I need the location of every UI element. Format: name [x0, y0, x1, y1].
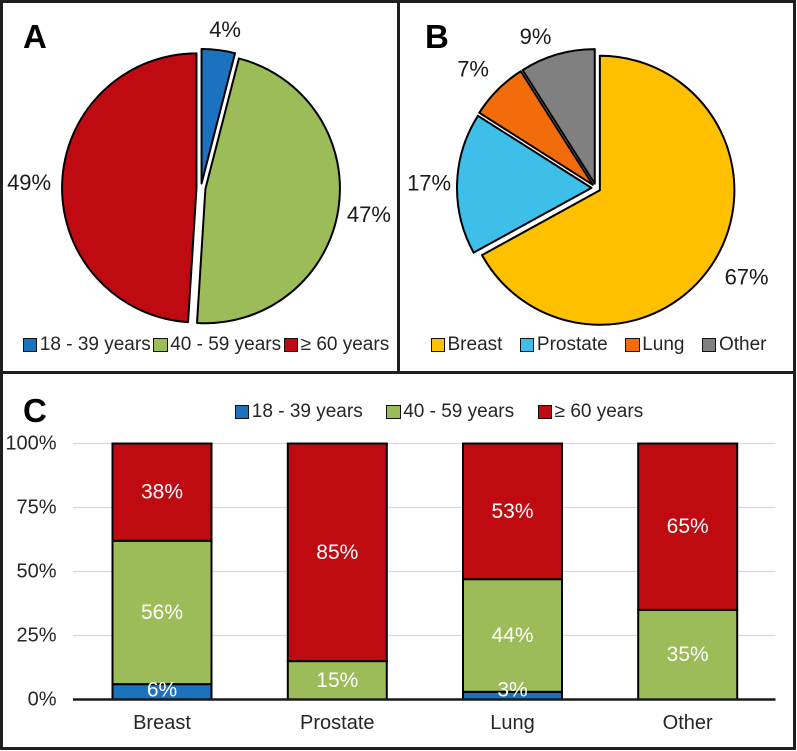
panel-c-letter: C [23, 392, 47, 429]
legend-label: ≥ 60 years [554, 401, 644, 422]
gridline-75 [73, 506, 776, 509]
legend-item-other: Other [701, 334, 767, 356]
pie-slice--60-years [61, 52, 198, 324]
legend-item-prostate: Prostate [519, 334, 608, 356]
legend-swatch [625, 337, 640, 353]
category-label-other: Other [663, 712, 713, 734]
pie-slice-breast [481, 54, 736, 326]
y-axis-tick-label: 50% [16, 561, 56, 583]
panel-divider-vertical [397, 3, 400, 372]
pie-value-label: 47% [347, 202, 391, 227]
gridline-50 [73, 570, 776, 573]
panel-a-age-pie: 4% 47% 49% A 18 - 39 years 40 - 59 years ≥ 6… [3, 3, 397, 371]
bar-segment [462, 442, 563, 581]
pie-value-label: 7% [457, 57, 489, 82]
pie-slice-other [521, 48, 596, 185]
category-label-prostate: Prostate [300, 712, 374, 734]
gridline-25 [73, 634, 776, 637]
legend-label: 18 - 39 years [39, 334, 151, 355]
legend-swatch [153, 337, 168, 353]
legend-item-18-39-years: 18 - 39 years [22, 334, 151, 356]
legend-item-lung: Lung [625, 334, 684, 356]
legend-swatch [430, 337, 445, 353]
legend-label: Breast [447, 334, 503, 355]
age-by-cancer-stacked-bar-chart: 6% 56% 38% Breast 15% 85% Prostate 3% 44% 53% Lung… [5, 433, 776, 734]
x-axis-line [73, 698, 776, 701]
pie-value-label: 9% [520, 24, 552, 49]
legend-item-40-59-years: 40 - 59 years [153, 334, 281, 356]
bar-value-label: 53% [491, 500, 533, 523]
bar-segment [111, 442, 213, 542]
cancer-type-pie-chart: 67% 17% 7% 9% [407, 24, 769, 326]
bar-value-label: 85% [316, 541, 358, 564]
legend-item-breast: Breast [430, 334, 503, 356]
pie-slice-lung [478, 70, 594, 186]
panel-divider-horizontal [3, 371, 794, 374]
legend-swatch [519, 337, 535, 353]
legend-label: 18 - 39 years [251, 401, 363, 422]
legend-label: Other [718, 334, 767, 355]
bar-value-label: 15% [316, 669, 358, 692]
age-distribution-pie-chart: 4% 47% 49% [7, 17, 391, 325]
legend-label: 40 - 59 years [170, 334, 282, 355]
legend-swatch [701, 337, 717, 353]
bar-value-label: 35% [667, 643, 709, 666]
bar-segment [286, 442, 388, 663]
legend-label: Lung [642, 334, 685, 355]
cancer-pie-legend: Breast Prostate Lung Other [402, 334, 795, 356]
legend-swatch [386, 404, 401, 420]
gridline-100 [73, 442, 776, 445]
bar-value-label: 3% [497, 679, 527, 702]
bar-chart-legend: 18 - 39 years 40 - 59 years ≥ 60 years [88, 401, 790, 423]
pie-slice-prostate [456, 114, 593, 254]
age-pie-legend: 18 - 39 years 40 - 59 years ≥ 60 years [9, 334, 403, 356]
y-axis-tick-label: 75% [16, 497, 56, 519]
bar-value-label: 65% [667, 515, 709, 538]
pie-value-label: 67% [725, 265, 769, 290]
y-axis-tick-label: 0% [28, 689, 57, 711]
bar-value-label: 56% [141, 601, 183, 624]
legend-swatch [537, 404, 553, 420]
panel-b-letter: B [425, 18, 449, 55]
panel-c-stacked-bars: 6% 56% 38% Breast 15% 85% Prostate 3% 44% 53% Lung… [3, 374, 793, 747]
legend-label: ≥ 60 years [300, 334, 390, 355]
pie-value-label: 17% [407, 170, 451, 195]
category-label-lung: Lung [490, 712, 535, 734]
pie-slice-18-39-years [200, 48, 237, 185]
category-label-breast: Breast [133, 712, 191, 734]
panel-a-letter: A [23, 18, 47, 55]
legend-swatch [234, 404, 250, 420]
legend-swatch [283, 337, 299, 353]
bar-value-label: 44% [491, 624, 533, 647]
legend-item-18-39-years: 18 - 39 years [234, 401, 363, 423]
pie-value-label: 4% [209, 17, 241, 42]
pie-slice-40-59-years [196, 57, 341, 325]
legend-item--60-years: ≥ 60 years [537, 401, 644, 423]
legend-label: Prostate [536, 334, 608, 355]
panel-b-cancer-pie: 67% 17% 7% 9% B Breast Prostate Lung Other [400, 3, 793, 371]
bar-value-label: 38% [141, 481, 183, 504]
bar-segment [637, 442, 739, 611]
legend-item-40-59-years: 40 - 59 years [386, 401, 514, 423]
y-axis-tick-label: 25% [16, 625, 56, 647]
legend-item--60-years: ≥ 60 years [283, 334, 390, 356]
pie-value-label: 49% [7, 170, 51, 195]
y-axis-tick-label: 100% [5, 433, 56, 455]
bar-value-label: 6% [147, 679, 177, 702]
legend-swatch [22, 337, 38, 353]
legend-label: 40 - 59 years [403, 401, 515, 422]
